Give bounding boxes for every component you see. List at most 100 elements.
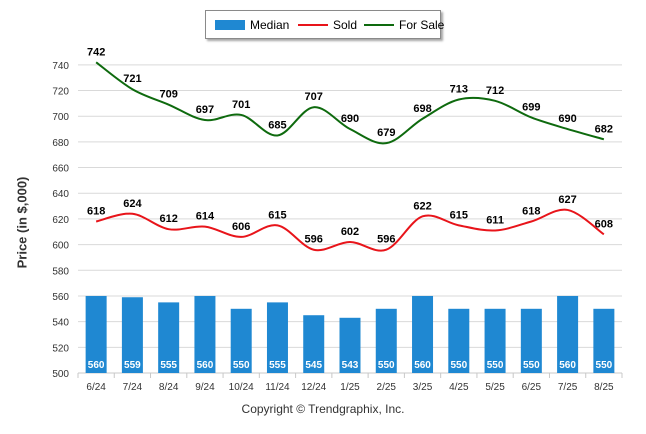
bar-value-label: 555: [160, 360, 177, 371]
point-label-for-sale: 742: [87, 46, 105, 58]
bar-value-label: 545: [305, 360, 322, 371]
y-tick-label: 640: [52, 189, 69, 200]
legend: Median Sold For Sale: [205, 10, 445, 39]
bar: [557, 295, 579, 373]
bar: [593, 308, 615, 373]
bar: [158, 302, 180, 373]
point-label-sold: 627: [558, 194, 576, 206]
legend-swatch-sold: [298, 24, 328, 26]
point-label-sold: 618: [522, 205, 540, 217]
bar-value-label: 550: [596, 360, 613, 371]
bar-value-label: 560: [88, 360, 105, 371]
y-tick-label: 500: [52, 369, 69, 380]
point-label-sold: 615: [268, 209, 286, 221]
x-tick-label: 6/24: [86, 382, 106, 393]
point-label-sold: 622: [413, 200, 431, 212]
x-tick-label: 1/25: [340, 382, 360, 393]
bar: [448, 308, 470, 373]
x-tick-label: 3/25: [413, 382, 433, 393]
point-label-for-sale: 709: [159, 89, 177, 101]
y-tick-label: 660: [52, 164, 69, 175]
bar-value-label: 550: [487, 360, 504, 371]
bar-value-label: 560: [414, 360, 431, 371]
point-label-sold: 624: [123, 198, 142, 210]
x-tick-label: 7/24: [123, 382, 143, 393]
point-label-for-sale: 682: [595, 123, 613, 135]
x-tick-label: 2/25: [377, 382, 397, 393]
point-label-for-sale: 685: [268, 119, 286, 131]
legend-swatch-for-sale: [364, 24, 394, 26]
y-tick-label: 700: [52, 112, 69, 123]
bar-value-label: 550: [523, 360, 540, 371]
y-tick-label: 720: [52, 87, 69, 98]
point-label-sold: 611: [486, 214, 504, 226]
y-tick-label: 580: [52, 266, 69, 277]
point-label-for-sale: 713: [450, 84, 468, 96]
bar-value-label: 555: [269, 360, 286, 371]
y-tick-label: 560: [52, 292, 69, 303]
point-label-for-sale: 699: [522, 101, 540, 113]
point-label-for-sale: 707: [305, 91, 323, 103]
y-tick-label: 680: [52, 138, 69, 149]
y-tick-label: 600: [52, 241, 69, 252]
bar-value-label: 550: [378, 360, 395, 371]
legend-label-median: Median: [250, 18, 290, 32]
bar: [412, 295, 434, 373]
y-axis-label: Price (in $,000): [14, 176, 30, 269]
bar: [520, 308, 542, 373]
point-label-sold: 612: [159, 213, 177, 225]
point-label-sold: 602: [341, 226, 359, 238]
y-tick-label: 520: [52, 343, 69, 354]
point-label-for-sale: 712: [486, 85, 504, 97]
bar: [194, 295, 216, 373]
legend-swatch-median: [215, 20, 245, 30]
copyright: Copyright © Trendgraphix, Inc.: [241, 402, 405, 416]
bar-value-label: 560: [197, 360, 214, 371]
bar: [339, 317, 361, 373]
point-label-sold: 615: [450, 209, 468, 221]
point-label-for-sale: 701: [232, 99, 250, 111]
x-tick-label: 8/25: [594, 382, 614, 393]
legend-label-sold: Sold: [333, 18, 358, 32]
legend-label-for-sale: For Sale: [399, 18, 445, 32]
y-tick-label: 620: [52, 215, 69, 226]
point-label-for-sale: 690: [558, 113, 576, 125]
x-tick-label: 6/25: [522, 382, 542, 393]
point-label-sold: 608: [595, 218, 613, 230]
x-tick-label: 4/25: [449, 382, 469, 393]
bar: [266, 302, 288, 373]
line-for-sale: [95, 61, 605, 145]
x-tick-label: 11/24: [265, 382, 290, 393]
point-label-for-sale: 698: [413, 103, 431, 115]
bar: [484, 308, 506, 373]
point-label-for-sale: 721: [123, 73, 141, 85]
bar-value-label: 550: [233, 360, 250, 371]
x-tick-label: 7/25: [558, 382, 578, 393]
x-tick-label: 5/25: [485, 382, 505, 393]
point-label-sold: 614: [196, 211, 215, 223]
point-label-sold: 596: [305, 234, 323, 246]
x-tick-label: 9/24: [195, 382, 215, 393]
point-label-sold: 596: [377, 234, 395, 246]
x-tick-label: 8/24: [159, 382, 179, 393]
x-tick-label: 10/24: [229, 382, 254, 393]
line-sold: [95, 208, 605, 252]
x-tick-label: 12/24: [301, 382, 326, 393]
bar-value-label: 543: [342, 360, 359, 371]
bar: [375, 308, 397, 373]
bar-value-label: 559: [124, 360, 141, 371]
point-label-for-sale: 697: [196, 104, 214, 116]
y-tick-label: 540: [52, 318, 69, 329]
bar-value-label: 550: [450, 360, 467, 371]
bar: [85, 295, 107, 373]
point-label-sold: 606: [232, 221, 250, 233]
bar: [230, 308, 252, 373]
point-label-sold: 618: [87, 205, 105, 217]
bar: [303, 315, 325, 373]
point-label-for-sale: 679: [377, 127, 395, 139]
point-label-for-sale: 690: [341, 113, 359, 125]
bar-value-label: 560: [559, 360, 576, 371]
bar: [121, 297, 143, 373]
y-tick-label: 740: [52, 61, 69, 72]
